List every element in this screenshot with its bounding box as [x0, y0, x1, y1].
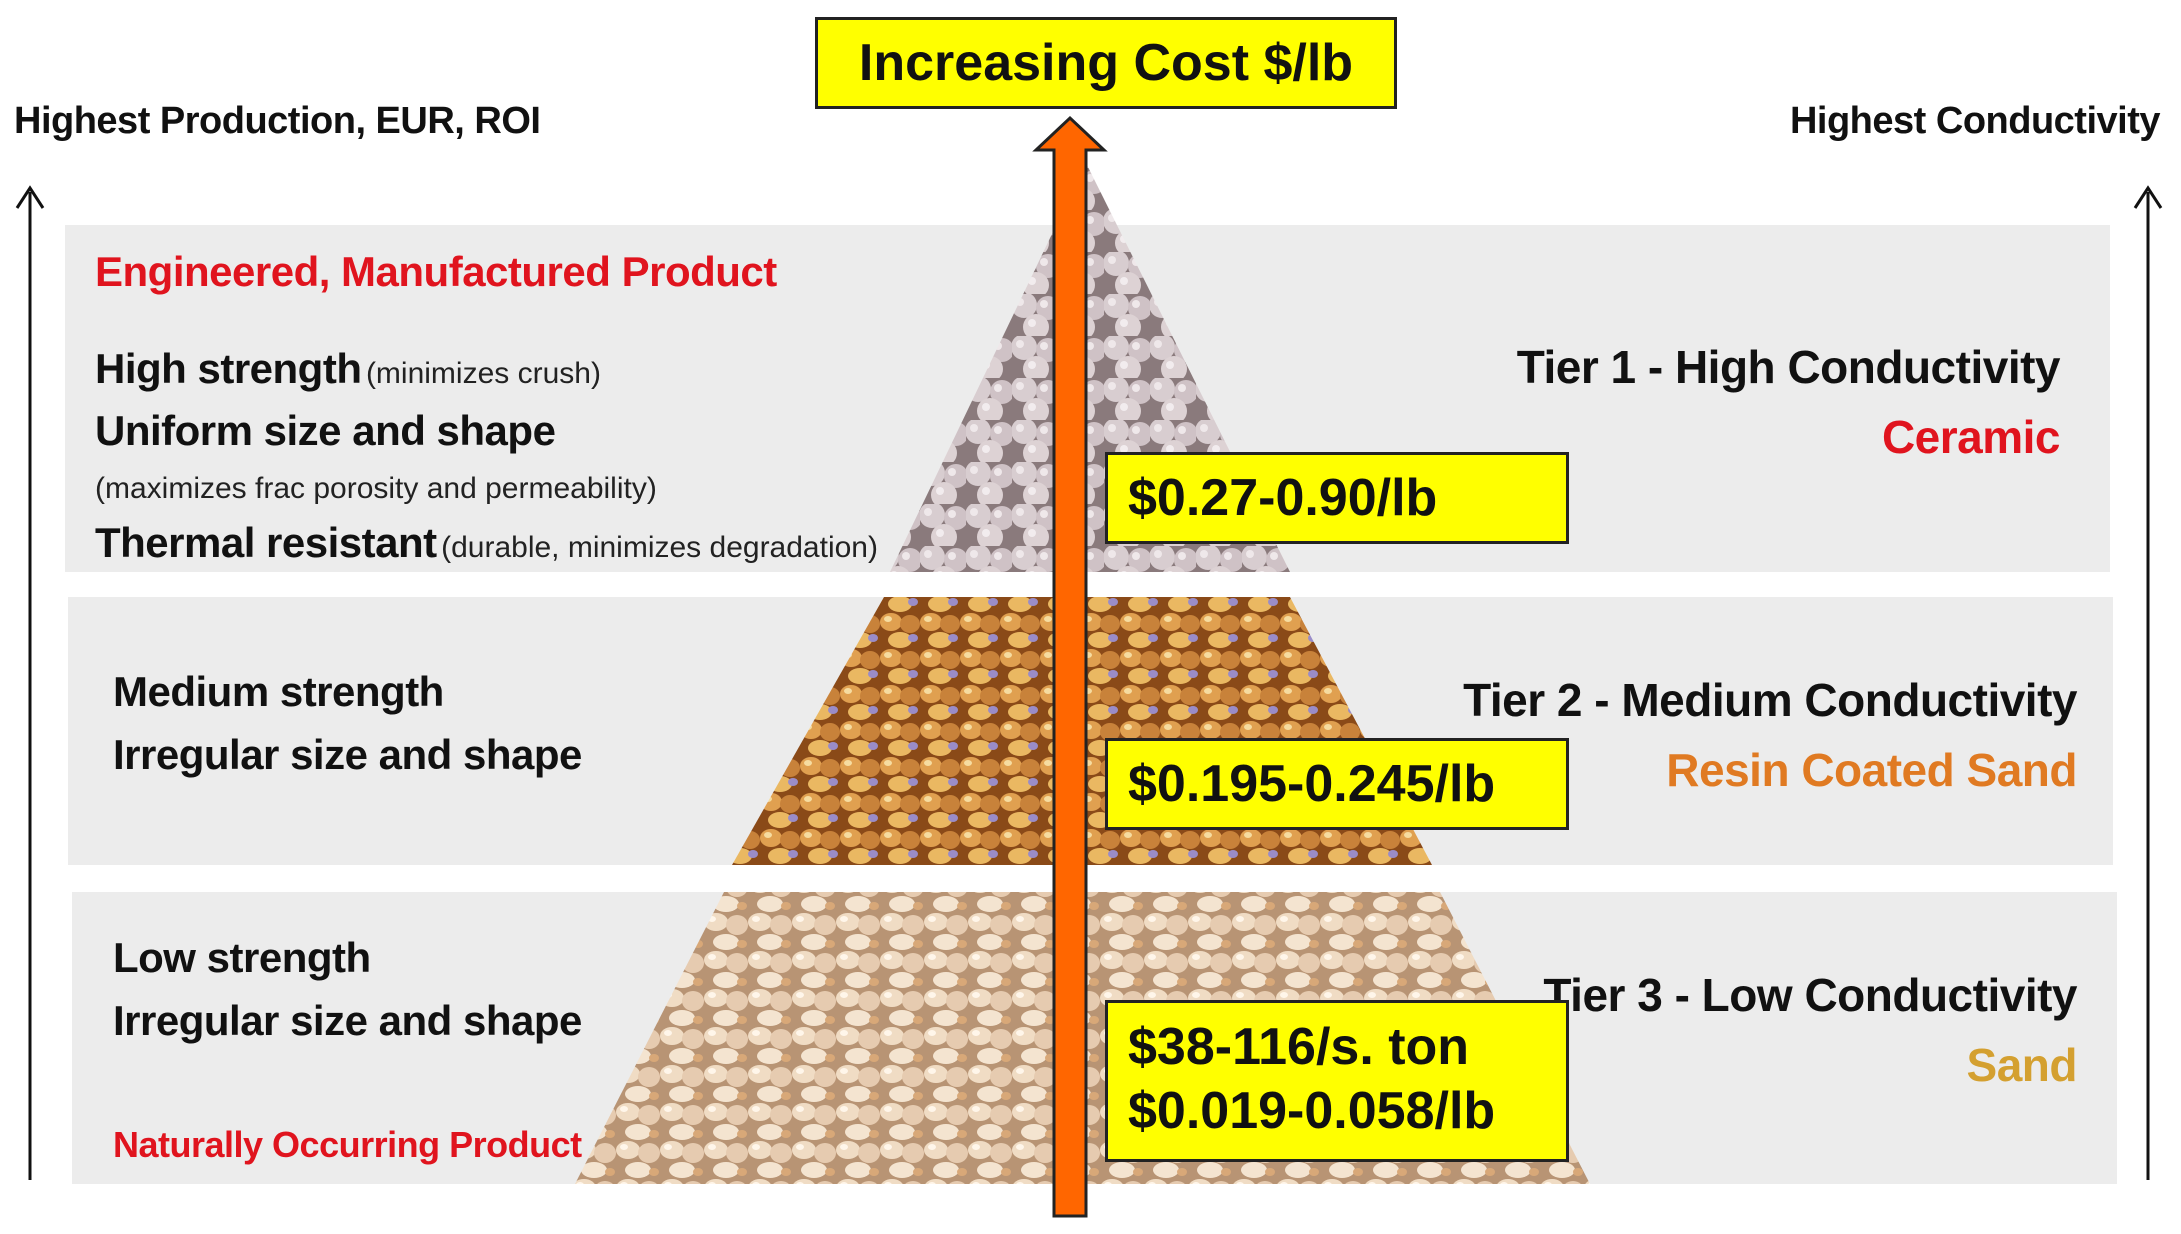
- tier1-property-1-note: (minimizes crush): [365, 357, 601, 390]
- tier1-property-3-label: Thermal resistant: [95, 519, 437, 566]
- tier3-price-per-lb: $0.019-0.058/lb: [1128, 1082, 1496, 1140]
- tier1-title: Tier 1 - High Conductivity: [1516, 341, 2061, 393]
- tier2-property-1: Medium strength: [113, 668, 444, 715]
- tier1-property-2-label: Uniform size and shape: [95, 407, 556, 454]
- left-axis-label: Highest Production, EUR, ROI: [14, 100, 541, 142]
- tier1-property-3-note: (durable, minimizes degradation): [441, 531, 878, 564]
- left-axis-arrow: [15, 185, 45, 1180]
- tier3-material: Sand: [1966, 1039, 2078, 1091]
- tier1-price: $0.27-0.90/lb: [1105, 452, 1569, 544]
- tier2-material: Resin Coated Sand: [1666, 744, 2077, 796]
- tier3-property-1: Low strength: [113, 934, 371, 981]
- tier3-price-per-ton: $38-116/s. ton: [1128, 1018, 1470, 1076]
- tier1-property-1: High strength (minimizes crush): [95, 348, 601, 391]
- tier1-property-2-note: (maximizes frac porosity and permeabilit…: [95, 472, 657, 505]
- tier2-price: $0.195-0.245/lb: [1105, 738, 1569, 830]
- tier2-title: Tier 2 - Medium Conductivity: [1463, 674, 2077, 726]
- tier1-material: Ceramic: [1881, 411, 2061, 463]
- tier3-price: $38-116/s. ton $0.019-0.058/lb: [1105, 1000, 1569, 1162]
- tier3-property-2: Irregular size and shape: [113, 997, 582, 1044]
- cost-title: Increasing Cost $/lb: [815, 17, 1397, 109]
- tier3-footnote: Naturally Occurring Product: [113, 1124, 582, 1165]
- tier1-heading: Engineered, Manufactured Product: [95, 248, 777, 295]
- tier2-property-2: Irregular size and shape: [113, 731, 582, 778]
- increasing-cost-arrow: [1032, 115, 1108, 1218]
- right-axis-label: Highest Conductivity: [1789, 100, 2161, 142]
- tier3-title: Tier 3 - Low Conductivity: [1543, 969, 2077, 1021]
- right-axis-arrow: [2133, 185, 2163, 1180]
- tier1-property-1-label: High strength: [95, 345, 362, 392]
- tier1-property-3: Thermal resistant (durable, minimizes de…: [95, 522, 878, 565]
